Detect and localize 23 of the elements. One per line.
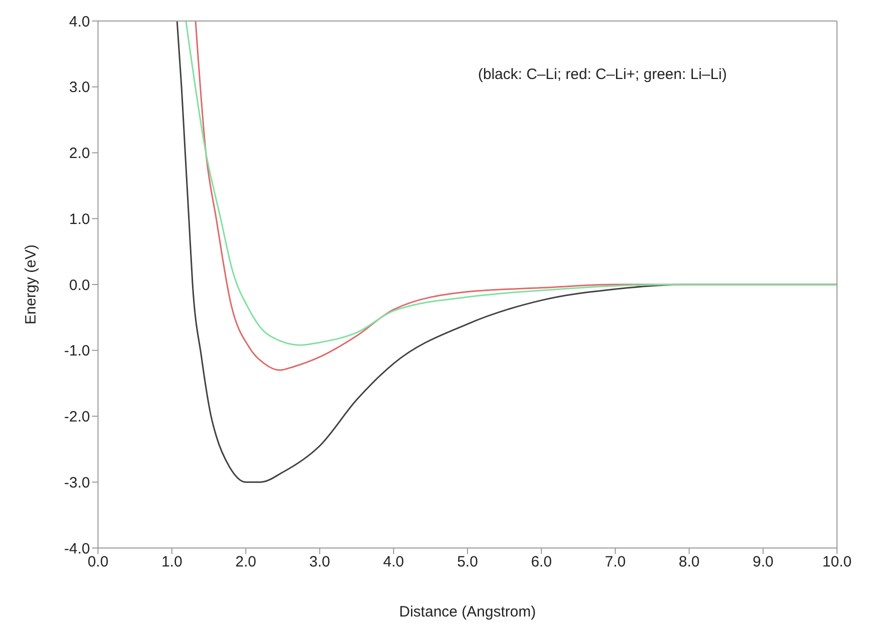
x-tick-label: 5.0 bbox=[457, 554, 478, 571]
y-tick-label: 4.0 bbox=[69, 13, 90, 30]
x-tick-label: 3.0 bbox=[309, 554, 330, 571]
x-tick-label: 6.0 bbox=[530, 554, 552, 571]
x-tick-label: 10.0 bbox=[822, 554, 852, 571]
y-tick-label: 3.0 bbox=[69, 79, 90, 96]
x-tick-label: 2.0 bbox=[235, 554, 256, 571]
annotation: (black: C–Li; red: C–Li+; green: Li–Li) bbox=[478, 66, 727, 83]
y-axis-title: Energy (eV) bbox=[22, 244, 40, 325]
x-tick-label: 1.0 bbox=[161, 554, 182, 571]
x-tick-label: 8.0 bbox=[678, 554, 700, 571]
x-axis-title: Distance (Angstrom) bbox=[399, 604, 536, 621]
y-tick-label: -1.0 bbox=[64, 342, 90, 360]
y-tick-label: -2.0 bbox=[64, 408, 90, 426]
y-tick-label: 0.0 bbox=[69, 276, 90, 294]
x-tick-label: 9.0 bbox=[752, 554, 774, 571]
y-tick-label: -3.0 bbox=[64, 474, 90, 492]
y-tick-label: 2.0 bbox=[69, 145, 90, 162]
x-tick-label: 4.0 bbox=[383, 554, 404, 571]
y-tick-label: 1.0 bbox=[69, 210, 90, 228]
x-tick-label: 0.0 bbox=[88, 554, 108, 571]
y-tick-label: -4.0 bbox=[64, 540, 90, 558]
x-tick-label: 7.0 bbox=[604, 554, 626, 571]
